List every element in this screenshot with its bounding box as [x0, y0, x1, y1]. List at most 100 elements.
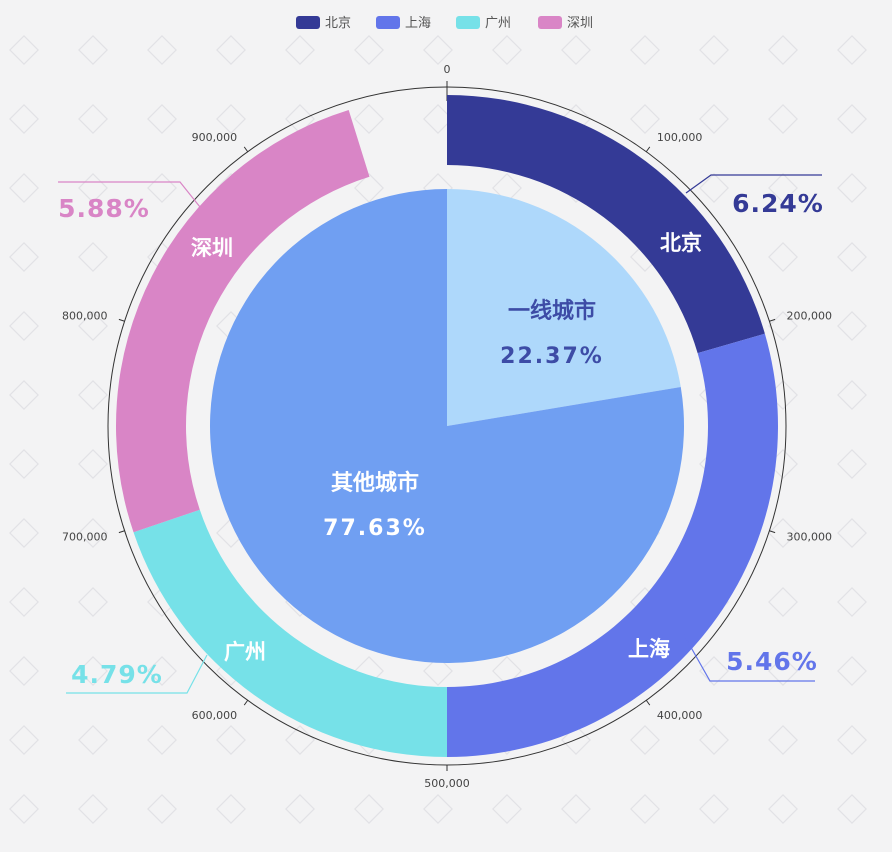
watermark-diamond — [837, 35, 867, 65]
watermark-diamond — [9, 587, 39, 617]
watermark-diamond — [78, 518, 108, 548]
ring-segment-percent: 5.46% — [726, 647, 818, 676]
legend-label[interactable]: 深圳 — [567, 16, 593, 31]
watermark-diamond — [147, 656, 177, 686]
watermark-diamond — [78, 173, 108, 203]
inner-pie — [209, 189, 684, 663]
watermark-diamond — [285, 794, 315, 824]
watermark-diamond — [78, 794, 108, 824]
axis-tick — [243, 699, 249, 706]
watermark-diamond — [147, 794, 177, 824]
outer-ring — [116, 95, 778, 757]
axis-tick-label: 600,000 — [192, 709, 238, 722]
watermark-diamond — [492, 656, 522, 686]
leader-line — [58, 181, 201, 208]
legend-label[interactable]: 上海 — [405, 16, 431, 31]
watermark-diamond — [837, 104, 867, 134]
legend-label[interactable]: 广州 — [485, 16, 511, 31]
axis-tick-label: 500,000 — [424, 777, 470, 790]
watermark-diamond — [837, 380, 867, 410]
watermark-diamond — [78, 311, 108, 341]
watermark-diamond — [9, 104, 39, 134]
ring-segment-name: 深圳 — [191, 236, 233, 260]
pie-slice-name: 一线城市 — [508, 298, 596, 324]
watermark-diamond — [699, 104, 729, 134]
watermark-diamond — [147, 725, 177, 755]
watermark-diamond — [630, 104, 660, 134]
watermark-diamond — [837, 311, 867, 341]
ring-segment[interactable] — [447, 95, 765, 354]
axis-tick-label: 0 — [444, 63, 451, 76]
watermark-diamond — [354, 35, 384, 65]
watermark-diamond — [216, 725, 246, 755]
ring-segment[interactable] — [133, 509, 447, 757]
watermark-diamond — [423, 35, 453, 65]
axis-tick — [769, 530, 776, 534]
watermark-diamond — [147, 35, 177, 65]
axis-tick — [769, 318, 776, 322]
watermark-diamond — [630, 725, 660, 755]
watermark-diamond — [78, 725, 108, 755]
watermark-diamond — [78, 380, 108, 410]
watermark-diamond — [285, 725, 315, 755]
legend-label[interactable]: 北京 — [325, 16, 351, 31]
watermark-diamond — [768, 656, 798, 686]
watermark-diamond — [837, 173, 867, 203]
watermark-diamond — [285, 35, 315, 65]
ring-segment[interactable] — [116, 109, 370, 533]
ring-segment-name: 北京 — [660, 231, 702, 255]
watermark-diamond — [354, 104, 384, 134]
watermark-diamond — [216, 104, 246, 134]
watermark-diamond — [9, 311, 39, 341]
axis-tick-label: 100,000 — [657, 131, 703, 144]
pie-slice-value: 22.37% — [500, 344, 604, 369]
pie-slice-name: 其他城市 — [331, 470, 419, 496]
legend[interactable]: 北京 上海 广州 深圳 — [296, 16, 593, 31]
angle-axis: 0 100,000 200,000 300,000 400,000 500,000 600,… — [62, 63, 832, 790]
watermark-diamond — [9, 242, 39, 272]
legend-swatch[interactable] — [456, 16, 480, 29]
watermark-diamond — [768, 35, 798, 65]
legend-swatch[interactable] — [296, 16, 320, 29]
ring-segment[interactable] — [447, 333, 778, 757]
watermark-diamond — [216, 35, 246, 65]
ring-segment-percent: 4.79% — [71, 660, 163, 689]
watermark-diamond — [423, 104, 453, 134]
watermark-diamond — [699, 656, 729, 686]
watermark-diamond — [630, 794, 660, 824]
watermark-diamond — [9, 449, 39, 479]
watermark-diamond — [699, 794, 729, 824]
leader-line — [685, 174, 822, 194]
watermark-diamond — [147, 104, 177, 134]
watermark-diamond — [78, 104, 108, 134]
watermark-diamond — [9, 35, 39, 65]
watermark-diamond — [78, 587, 108, 617]
pie-slice[interactable] — [209, 189, 684, 663]
watermark-diamond — [216, 794, 246, 824]
leader-line — [683, 634, 815, 682]
watermark-diamond — [9, 794, 39, 824]
watermark-diamond — [561, 794, 591, 824]
axis-tick-label: 800,000 — [62, 310, 108, 323]
ring-segment-percent: 5.88% — [58, 194, 150, 223]
pie-slice[interactable] — [447, 189, 681, 426]
watermark-diamond — [630, 35, 660, 65]
axis-tick — [645, 699, 651, 706]
legend-swatch[interactable] — [538, 16, 562, 29]
watermark-diamond — [768, 587, 798, 617]
ring-segment-percent: 6.24% — [732, 189, 824, 218]
axis-tick-label: 700,000 — [62, 530, 108, 543]
watermark-diamond — [768, 104, 798, 134]
ring-segment-name: 上海 — [628, 637, 670, 661]
watermark-diamond — [561, 35, 591, 65]
axis-tick — [118, 530, 125, 534]
watermark-diamond — [423, 656, 453, 686]
watermark-diamond — [837, 449, 867, 479]
legend-swatch[interactable] — [376, 16, 400, 29]
watermark-diamond — [492, 35, 522, 65]
watermark-diamond — [78, 449, 108, 479]
leader-line — [66, 654, 208, 694]
labels: 一线城市 22.37% 其他城市 77.63% 北京 6.24% 上海 5.46% 广州 4.79… — [58, 174, 824, 694]
pie-slice-value: 77.63% — [323, 516, 427, 541]
